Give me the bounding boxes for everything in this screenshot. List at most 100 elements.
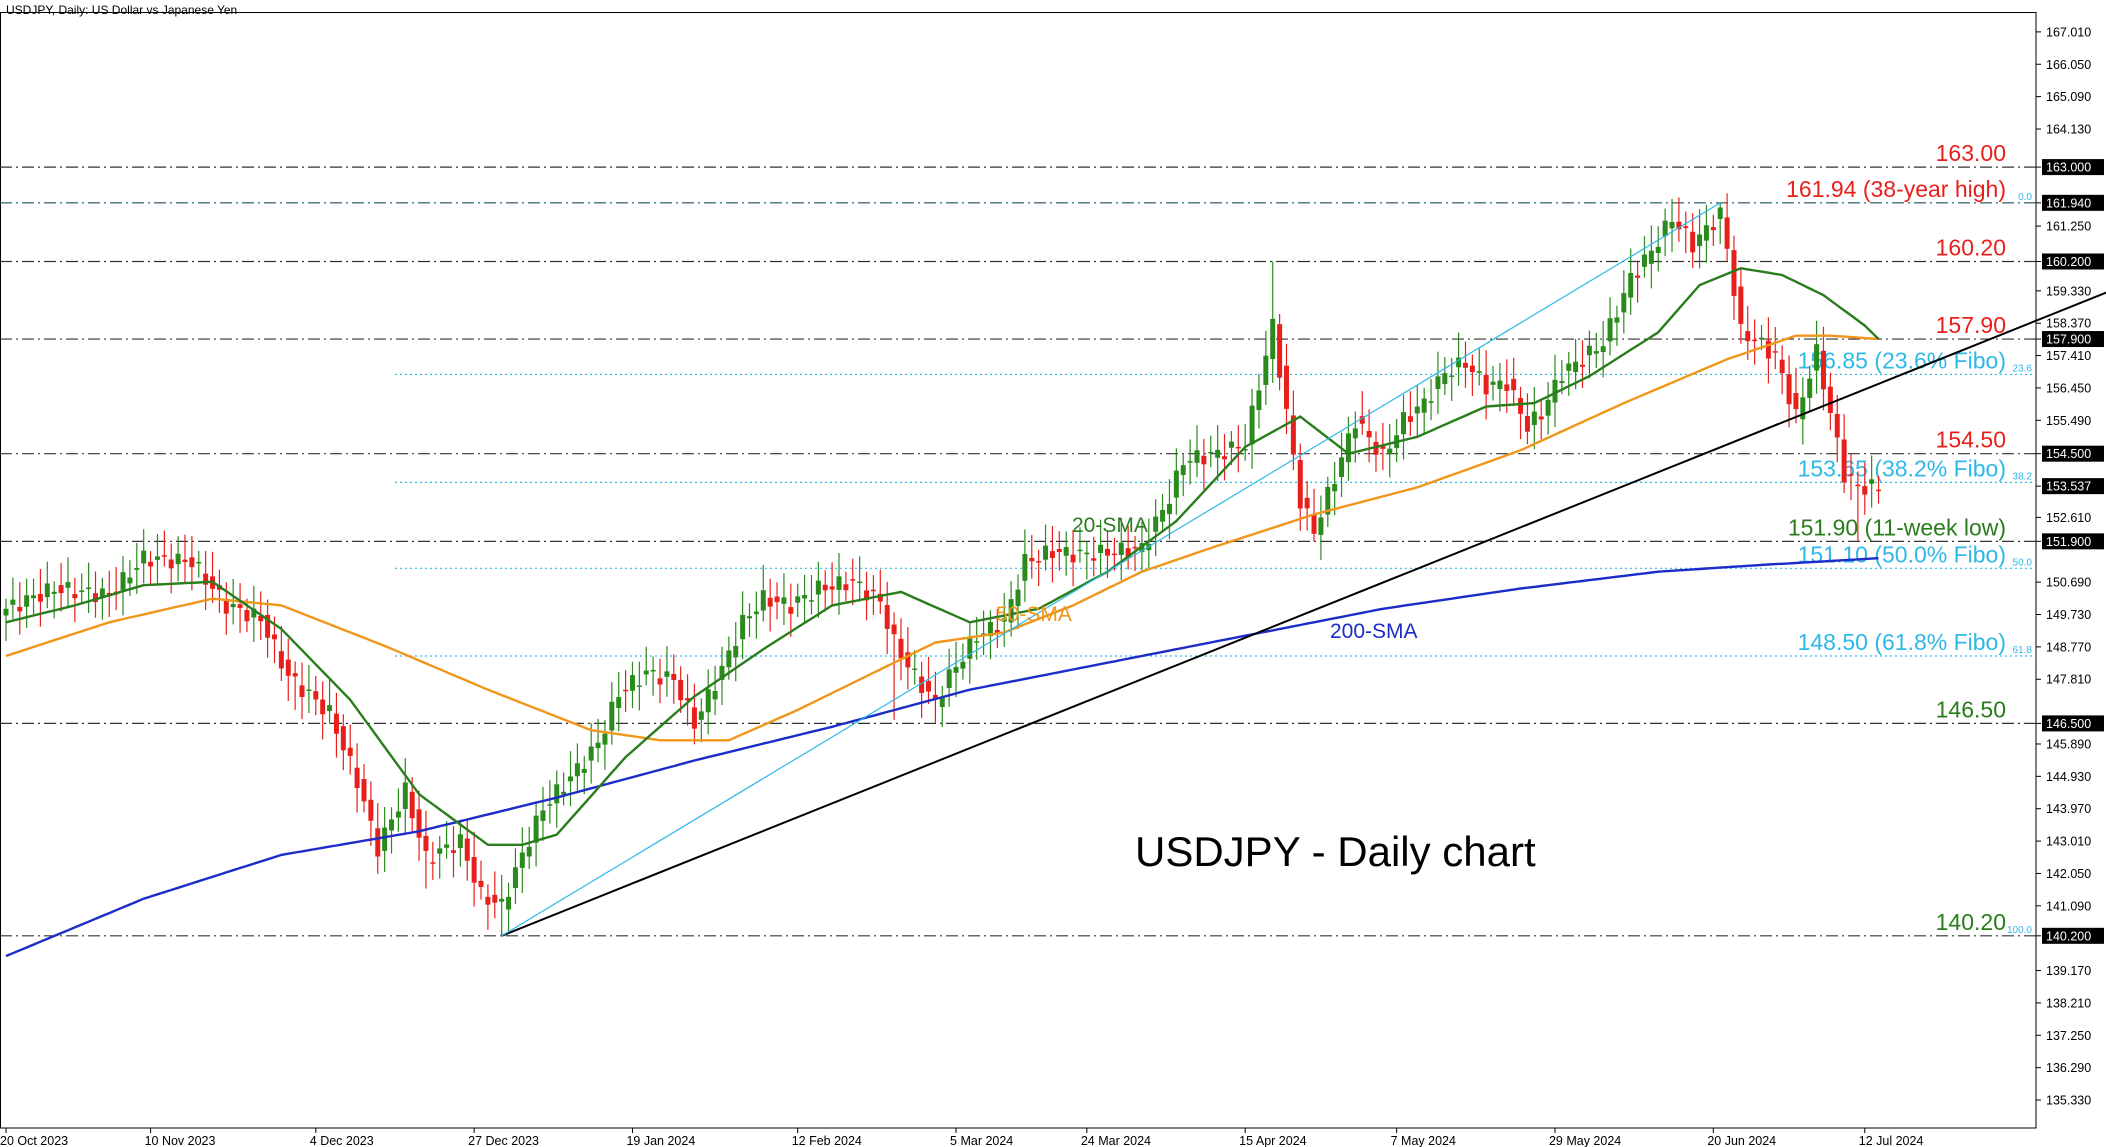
y-tick-label: 153.537 xyxy=(2046,480,2091,494)
y-tick-label: 160.200 xyxy=(2046,255,2091,269)
fibo-tag: 0.0 xyxy=(2018,192,2032,203)
candle-body xyxy=(72,594,78,599)
candle-body xyxy=(1483,374,1489,395)
candle-body xyxy=(1621,293,1627,313)
candle-body xyxy=(416,809,422,838)
candle-body xyxy=(1772,351,1778,353)
candle-body xyxy=(671,673,677,680)
y-tick-highlight xyxy=(2042,331,2104,348)
candle-body xyxy=(161,555,167,557)
candle-body xyxy=(1414,406,1420,414)
level-label: 156.85 (23.6% Fibo) xyxy=(1798,347,2006,373)
x-tick-label: 27 Dec 2023 xyxy=(468,1134,539,1147)
candle-body xyxy=(1359,416,1365,424)
candle-body xyxy=(1807,378,1813,398)
candle-body xyxy=(182,559,188,563)
candle-body xyxy=(430,862,436,864)
y-tick-label: 137.250 xyxy=(2046,1029,2091,1043)
candle-body xyxy=(1655,246,1661,253)
candle-body xyxy=(423,835,429,851)
candle-body xyxy=(581,768,587,773)
candle-body xyxy=(657,678,663,685)
candle-body xyxy=(987,622,993,637)
y-tick-label: 140.200 xyxy=(2046,929,2091,943)
candle-body xyxy=(1270,318,1276,360)
candle-body xyxy=(533,815,539,843)
candle-body xyxy=(1518,398,1524,414)
candle-body xyxy=(760,590,766,611)
chart-header: USDJPY, Daily: US Dollar vs Japanese Yen xyxy=(6,3,238,17)
candle-body xyxy=(1759,337,1765,340)
candle-body xyxy=(127,577,133,584)
candle-body xyxy=(712,691,718,700)
candle-body xyxy=(740,614,746,640)
y-tick-highlight xyxy=(2042,533,2104,550)
candle-body xyxy=(1153,516,1159,532)
candle-body xyxy=(629,675,635,691)
candle-body xyxy=(1476,371,1482,373)
candle-body xyxy=(320,699,326,715)
candle-body xyxy=(1043,545,1049,560)
candle-body xyxy=(51,591,57,594)
candle-body xyxy=(375,828,381,857)
candle-body xyxy=(478,880,484,887)
candle-body xyxy=(237,604,243,608)
candle-body xyxy=(1098,544,1104,553)
candle-body xyxy=(815,580,821,595)
candle-body xyxy=(1345,433,1351,463)
candle-body xyxy=(471,856,477,883)
x-tick-label: 4 Dec 2023 xyxy=(310,1134,374,1147)
y-tick-label: 159.330 xyxy=(2046,284,2091,298)
y-tick-label: 167.010 xyxy=(2046,25,2091,39)
candle-body xyxy=(86,587,92,589)
candle-body xyxy=(898,638,904,659)
candle-body xyxy=(822,584,828,591)
candle-body xyxy=(1228,441,1234,448)
x-tick-label: 7 May 2024 xyxy=(1391,1134,1456,1147)
candle-body xyxy=(1166,503,1172,515)
candle-body xyxy=(1077,549,1083,552)
candle-body xyxy=(588,746,594,761)
candle-body xyxy=(1855,484,1861,487)
candle-body xyxy=(1387,448,1393,455)
candle-body xyxy=(960,661,966,669)
level-label: 153.65 (38.2% Fibo) xyxy=(1798,455,2006,481)
y-tick-label: 135.330 xyxy=(2046,1094,2091,1108)
candle-body xyxy=(891,624,897,635)
y-tick-label: 136.290 xyxy=(2046,1061,2091,1075)
y-tick-label: 144.930 xyxy=(2046,770,2091,784)
level-label: 151.90 (11-week low) xyxy=(1788,514,2006,540)
candle-body xyxy=(285,659,291,676)
candle-body xyxy=(395,811,401,818)
candle-body xyxy=(1008,599,1014,623)
candle-body xyxy=(3,608,9,616)
candle-body xyxy=(1662,220,1668,237)
sma50-line xyxy=(5,334,1879,742)
candle-body xyxy=(154,556,160,560)
candle-body xyxy=(767,597,773,607)
candle-body xyxy=(953,666,959,673)
candle-body xyxy=(905,652,911,668)
candle-body xyxy=(10,599,16,605)
candle-body xyxy=(698,711,704,720)
candle-body xyxy=(271,634,277,640)
y-tick-highlight xyxy=(2042,478,2104,495)
candle-body xyxy=(691,707,697,729)
candle-body xyxy=(1208,451,1214,454)
candle-body xyxy=(561,791,567,795)
candle-body xyxy=(265,614,271,638)
candle-body xyxy=(788,607,794,614)
y-tick-highlight xyxy=(2042,445,2104,462)
candle-body xyxy=(1724,217,1730,249)
candle-body xyxy=(1703,225,1709,241)
candle-body xyxy=(1215,449,1221,458)
candle-body xyxy=(1731,250,1737,296)
candle-body xyxy=(650,669,656,672)
y-tick-label: 146.500 xyxy=(2046,717,2091,731)
candle-body xyxy=(623,689,629,692)
candle-body xyxy=(1752,339,1758,342)
candle-body xyxy=(574,763,580,777)
candle-body xyxy=(850,579,856,581)
candle-body xyxy=(1036,561,1042,563)
